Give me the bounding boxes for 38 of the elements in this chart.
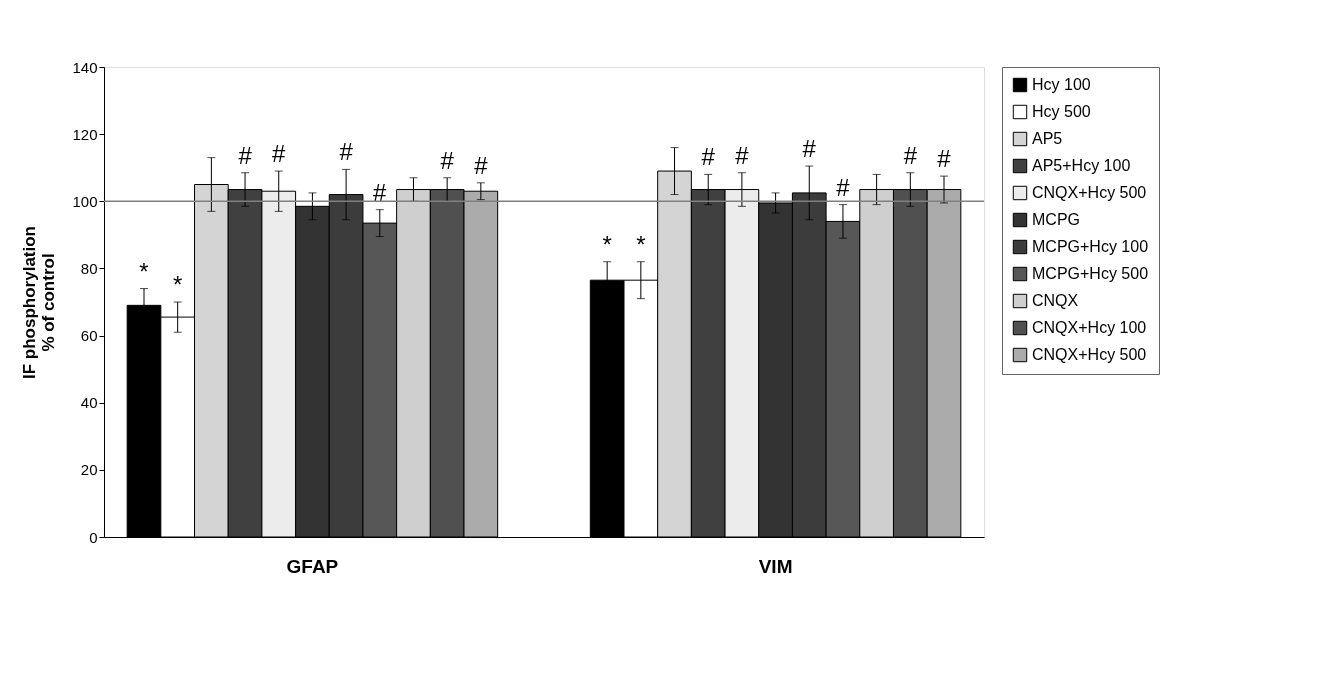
data-label: * — [636, 230, 646, 258]
data-label: * — [173, 271, 183, 298]
data-label: # — [836, 173, 851, 201]
data-label: # — [802, 135, 817, 163]
data-label: # — [474, 151, 489, 179]
legend-label: CNQX — [1032, 292, 1079, 309]
data-label: * — [139, 257, 149, 285]
y-tick-label: 20 — [80, 461, 98, 479]
y-tick-label: 60 — [80, 327, 98, 345]
data-label: # — [440, 146, 455, 174]
data-label: # — [373, 178, 388, 206]
legend-label: Hcy 100 — [1032, 76, 1091, 93]
data-label: # — [272, 140, 287, 168]
legend-label: CNQX+Hcy 500 — [1032, 184, 1147, 201]
y-tick-label: 40 — [80, 394, 98, 412]
data-label: # — [937, 145, 952, 173]
data-label: # — [735, 141, 750, 169]
y-tick-label: 0 — [89, 528, 98, 546]
data-label: # — [238, 141, 253, 169]
y-tick-label: 140 — [72, 58, 98, 76]
data-label: * — [602, 230, 612, 258]
data-label: # — [701, 143, 716, 171]
data-label: # — [903, 141, 918, 169]
legend-label: CNQX+Hcy 100 — [1032, 319, 1147, 336]
legend-label: AP5 — [1032, 130, 1063, 147]
data-label: # — [339, 138, 354, 166]
y-axis-title: IF phosphorylation % of control — [20, 226, 59, 379]
legend-label: AP5+Hcy 100 — [1032, 157, 1131, 174]
y-tick-label: 120 — [72, 125, 98, 143]
x-tick-label: VIM — [758, 555, 793, 577]
x-tick-label: GFAP — [286, 555, 339, 577]
legend-label: MCPG — [1032, 211, 1080, 228]
legend-label: Hcy 500 — [1032, 103, 1091, 120]
y-tick-label: 100 — [72, 192, 98, 210]
legend-label: MCPG+Hcy 500 — [1032, 265, 1149, 282]
legend-label: MCPG+Hcy 100 — [1032, 238, 1149, 255]
legend-label: CNQX+Hcy 500 — [1032, 346, 1147, 363]
y-tick-label: 80 — [80, 259, 98, 277]
